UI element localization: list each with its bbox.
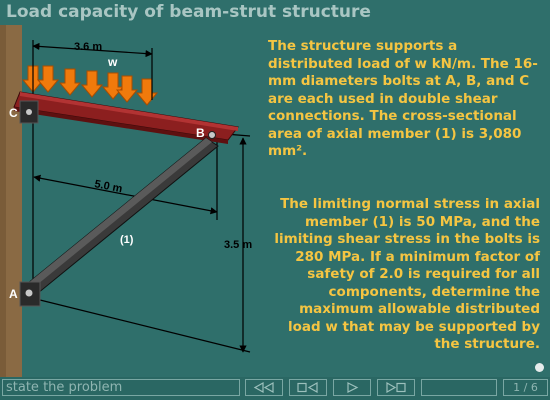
strut-length-label: 5.0 m xyxy=(93,178,123,195)
problem-question: The limiting normal stress in axial memb… xyxy=(274,196,540,352)
indicator-dot xyxy=(535,363,544,372)
load-label: w xyxy=(107,55,118,69)
height-label: 3.5 m xyxy=(224,239,252,251)
navigation-bar: state the problem 1 / 6 xyxy=(0,377,550,400)
stop-icon xyxy=(297,382,318,393)
blank-field xyxy=(421,379,497,396)
dimension-top-label: 3.6 m xyxy=(74,41,102,53)
rewind-button[interactable] xyxy=(245,379,283,396)
next-button[interactable] xyxy=(377,379,415,396)
play-button[interactable] xyxy=(333,379,371,396)
stop-button[interactable] xyxy=(289,379,327,396)
axial-member-strut xyxy=(21,137,219,299)
point-b-label: B xyxy=(196,126,205,140)
page-title: Load capacity of beam-strut structure xyxy=(6,2,371,22)
play-icon xyxy=(347,382,359,393)
point-c-label: C xyxy=(9,106,18,120)
bolt-b xyxy=(208,131,216,139)
distributed-load-arrows xyxy=(21,65,159,106)
problem-statement: The structure supports a distributed loa… xyxy=(268,38,538,159)
point-a-label: A xyxy=(9,287,18,301)
beam-strut-diagram: 3.6 m 5.0 m 3.5 m w (1) C B A xyxy=(0,25,252,377)
bolt-c xyxy=(26,109,32,115)
member-label: (1) xyxy=(120,234,134,246)
next-icon xyxy=(386,382,406,393)
rewind-icon xyxy=(253,382,274,393)
beam xyxy=(13,91,239,144)
bolt-a xyxy=(25,289,33,297)
step-label: state the problem xyxy=(2,379,240,396)
page-counter: 1 / 6 xyxy=(503,379,548,396)
